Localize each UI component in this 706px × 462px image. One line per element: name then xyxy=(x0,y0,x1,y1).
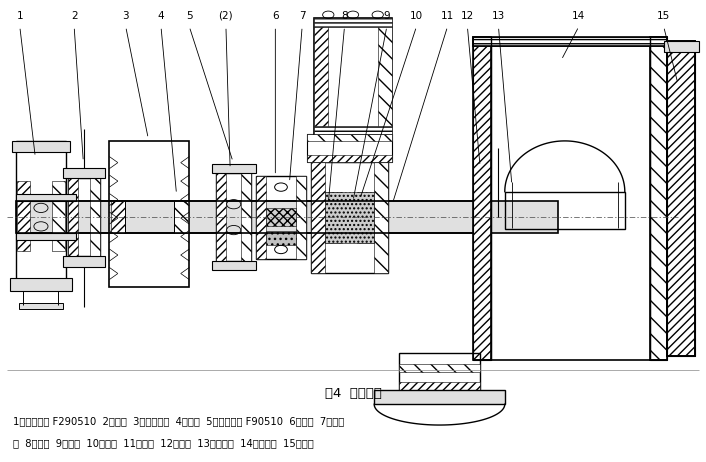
Bar xyxy=(68,178,78,256)
Text: 3: 3 xyxy=(122,11,129,21)
Text: 5: 5 xyxy=(186,11,193,21)
Text: 6: 6 xyxy=(272,11,279,21)
Bar xyxy=(296,176,306,259)
Text: 14: 14 xyxy=(573,11,585,21)
Text: 2: 2 xyxy=(71,11,78,21)
Text: 9: 9 xyxy=(383,11,390,21)
Text: 图4  输料装置: 图4 输料装置 xyxy=(325,387,381,400)
Bar xyxy=(667,41,695,356)
Bar xyxy=(216,173,251,261)
Bar xyxy=(664,41,699,52)
Text: 8: 8 xyxy=(341,11,348,21)
Bar xyxy=(17,181,30,251)
Bar xyxy=(667,41,695,356)
Bar xyxy=(307,155,392,162)
Bar xyxy=(52,181,65,251)
Bar xyxy=(399,353,480,390)
Bar xyxy=(473,37,667,46)
Bar xyxy=(374,390,505,404)
Text: 7: 7 xyxy=(299,11,306,21)
Bar xyxy=(399,364,480,372)
Bar xyxy=(505,192,625,229)
Text: 11: 11 xyxy=(441,11,454,21)
Bar xyxy=(374,162,388,273)
Bar xyxy=(325,192,342,243)
Bar xyxy=(109,141,189,287)
Bar xyxy=(10,278,72,291)
Bar xyxy=(16,194,76,201)
Bar xyxy=(174,201,188,233)
Bar xyxy=(314,18,392,134)
Bar xyxy=(16,233,76,240)
Bar xyxy=(212,164,256,173)
Bar xyxy=(650,37,667,360)
Bar xyxy=(16,141,66,280)
Bar xyxy=(307,134,392,141)
Bar xyxy=(307,134,392,162)
Bar xyxy=(216,173,226,261)
Text: 13: 13 xyxy=(492,11,505,21)
Bar xyxy=(63,168,105,178)
Bar xyxy=(266,208,296,226)
Bar xyxy=(325,192,374,243)
Bar xyxy=(311,162,388,273)
Text: 1、带座轴承 F290510  2、吊板  3、大皮带轮  4、主轴  5、带座轴承 F90510  6、压盖  7、密封: 1、带座轴承 F290510 2、吊板 3、大皮带轮 4、主轴 5、带座轴承 F… xyxy=(13,416,344,426)
Bar xyxy=(68,178,100,256)
Bar xyxy=(311,162,325,273)
Bar xyxy=(314,18,392,27)
Text: 1: 1 xyxy=(16,11,23,21)
Text: 10: 10 xyxy=(410,11,423,21)
Text: 4: 4 xyxy=(157,11,164,21)
Bar xyxy=(63,256,105,267)
Bar xyxy=(90,178,100,256)
Bar xyxy=(378,18,392,134)
Bar xyxy=(314,18,328,134)
Bar xyxy=(357,192,374,243)
Bar xyxy=(473,37,491,360)
Bar xyxy=(241,173,251,261)
Bar xyxy=(256,176,306,259)
Bar xyxy=(111,201,125,233)
Bar xyxy=(19,303,63,309)
Text: 15: 15 xyxy=(657,11,670,21)
Bar xyxy=(256,176,266,259)
Text: 12: 12 xyxy=(461,11,474,21)
Text: 套  8、螺栓  9、羊毛  10、毡圈  11、衬套  12、叶轮  13、轴头盖  14、输料仓  15、端盖: 套 8、螺栓 9、羊毛 10、毡圈 11、衬套 12、叶轮 13、轴头盖 14、… xyxy=(13,438,313,449)
Bar xyxy=(473,37,667,46)
Bar xyxy=(650,37,667,360)
Bar xyxy=(16,201,558,233)
Bar xyxy=(473,37,491,360)
Bar xyxy=(399,382,480,390)
Bar xyxy=(266,231,296,245)
Bar xyxy=(212,261,256,270)
Text: (2): (2) xyxy=(219,11,233,21)
Bar xyxy=(314,126,392,134)
Bar xyxy=(12,141,70,152)
